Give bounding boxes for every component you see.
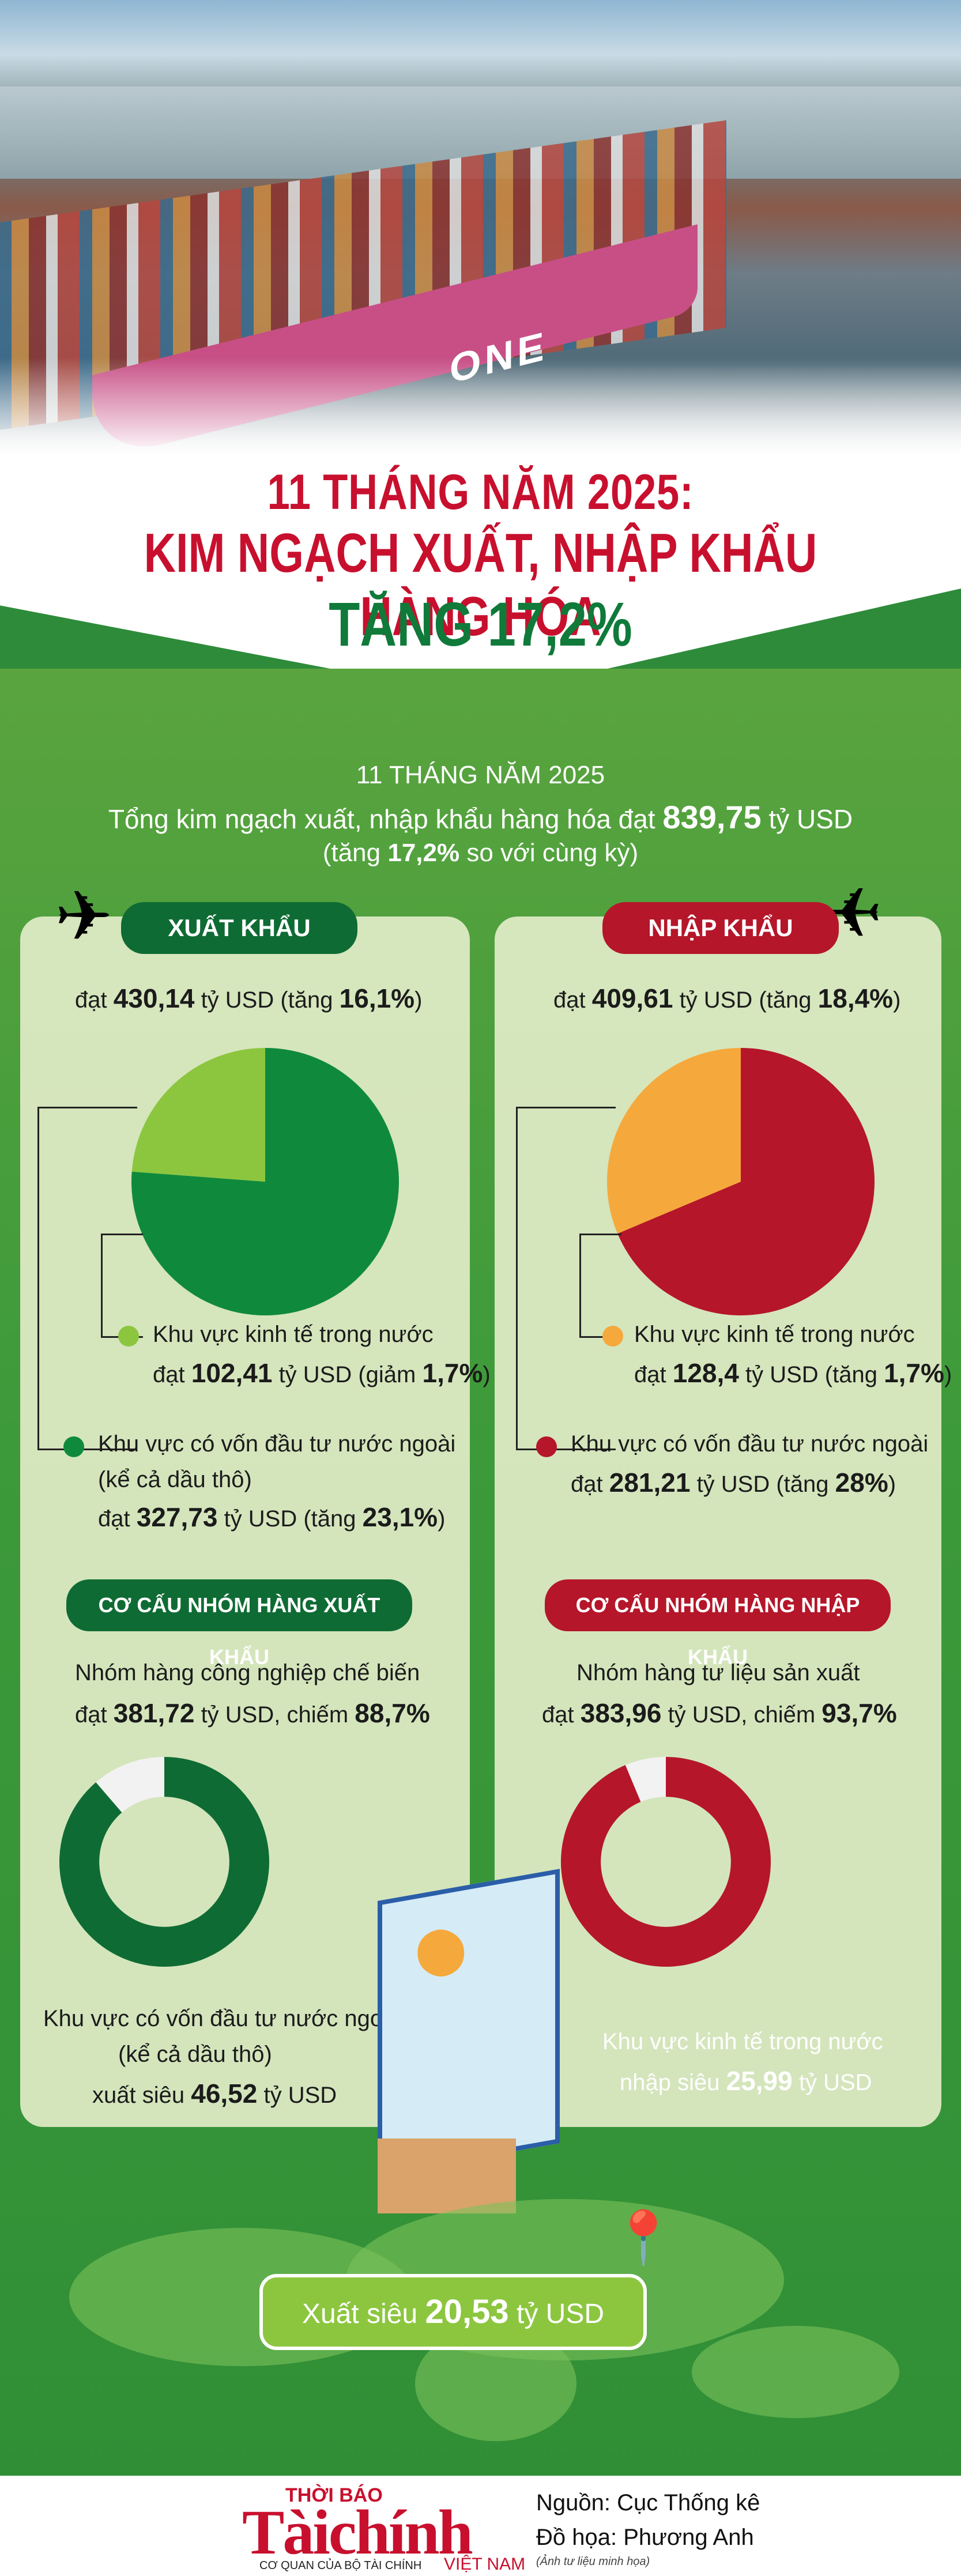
export-group-value: đạt 381,72 tỷ USD, chiếm 88,7% <box>75 1698 430 1728</box>
balance-unit: tỷ USD <box>516 2299 604 2329</box>
import-growth: 18,4% <box>817 983 894 1013</box>
export-amount: 430,14 <box>113 983 195 1013</box>
trade-balance-box: Xuất siêu 20,53 tỷ USD <box>259 2274 647 2350</box>
export-value: đạt 430,14 tỷ USD (tăng 16,1%) <box>75 983 423 1013</box>
summary-total: Tổng kim ngạch xuất, nhập khẩu hàng hóa … <box>0 798 961 836</box>
logo-country: VIỆT NAM <box>444 2555 526 2574</box>
export-fdi-label: Khu vực có vốn đầu tư nước ngoài <box>98 1431 456 1457</box>
import-donut-chart <box>561 1757 771 1967</box>
chart-slice-1 <box>131 1048 265 1182</box>
location-pin-icon: ⬤ <box>415 1923 467 1975</box>
summary-growth-value: 17,2% <box>387 839 460 867</box>
legend-dot-fdi <box>536 1436 557 1457</box>
title-line-2: KIM NGẠCH XUẤT, NHẬP KHẨU HÀNG HÓA <box>144 522 817 647</box>
balance-value: 20,53 <box>425 2293 509 2330</box>
export-fdi-value: đạt 327,73 tỷ USD (tăng 23,1%) <box>98 1502 446 1532</box>
import-fdi-label: Khu vực có vốn đầu tư nước ngoài <box>571 1431 929 1457</box>
import-value: đạt 409,61 tỷ USD (tăng 18,4%) <box>553 983 901 1013</box>
import-amount: 409,61 <box>591 983 673 1013</box>
export-group-label: Nhóm hàng công nghiệp chế biến <box>75 1660 420 1685</box>
summary-total-unit: tỷ USD <box>768 804 853 834</box>
export-domestic-value: đạt 102,41 tỷ USD (giảm 1,7%) <box>153 1358 491 1388</box>
import-structure-label: CƠ CẤU NHÓM HÀNG NHẬP KHẨU <box>545 1579 891 1669</box>
import-domestic-value: đạt 128,4 tỷ USD (tăng 1,7%) <box>634 1358 952 1388</box>
logo-top: THỜI BÁO <box>285 2484 383 2506</box>
import-domestic-label: Khu vực kinh tế trong nước <box>634 1322 915 1347</box>
location-pin-icon: 📍 <box>611 2209 676 2267</box>
chart-slice-1 <box>607 1048 741 1234</box>
export-donut-chart <box>59 1757 269 1967</box>
chart-slice-1 <box>625 1757 666 1802</box>
import-group-value: đạt 383,96 tỷ USD, chiếm 93,7% <box>542 1698 897 1728</box>
summary-growth: (tăng 17,2% so với cùng kỳ) <box>0 839 961 868</box>
balance-prefix: Xuất siêu <box>302 2299 418 2329</box>
hero-port-photo: ONE <box>0 0 961 455</box>
chart-slice-0 <box>59 1757 269 1967</box>
footer <box>0 2476 961 2576</box>
import-group-label: Nhóm hàng tư liệu sản xuất <box>576 1660 860 1685</box>
legend-dot-domestic <box>118 1326 139 1347</box>
connector-line <box>516 1107 616 1450</box>
airplane-icon: ✈ <box>55 878 113 955</box>
title-line-3: TĂNG 17,2% <box>329 589 632 659</box>
summary-period: 11 THÁNG NĂM 2025 <box>356 761 605 789</box>
export-domestic-label: Khu vực kinh tế trong nước <box>153 1322 434 1347</box>
connector-line <box>101 1234 143 1338</box>
chart-slice-1 <box>96 1757 164 1813</box>
import-fdi-value: đạt 281,21 tỷ USD (tăng 28%) <box>571 1468 896 1498</box>
import-pie-chart <box>607 1048 875 1315</box>
graphics-credit: Đồ họa: Phương Anh <box>536 2525 754 2550</box>
export-pie-chart <box>131 1048 399 1315</box>
summary-total-prefix: Tổng kim ngạch xuất, nhập khẩu hàng hóa … <box>108 804 655 834</box>
logo-sub: CƠ QUAN CỦA BỘ TÀI CHÍNH <box>259 2559 422 2572</box>
export-growth: 16,1% <box>339 983 415 1013</box>
export-surplus-value: xuất siêu 46,52 tỷ USD <box>92 2079 337 2109</box>
export-surplus-line1: Khu vực có vốn đầu tư nước ngoài <box>43 2006 401 2031</box>
export-fdi-note: (kể cả dầu thô) <box>98 1467 252 1492</box>
import-deficit-value: nhập siêu 25,99 tỷ USD <box>620 2066 872 2096</box>
summary-growth-suffix: so với cùng kỳ) <box>466 839 639 867</box>
title-line-1: 11 THÁNG NĂM 2025: <box>267 465 694 520</box>
summary-total-value: 839,75 <box>662 799 762 835</box>
import-label: NHẬP KHẨU <box>602 902 839 954</box>
source-credit: Nguồn: Cục Thống kê <box>536 2490 760 2515</box>
logo-main: Tàichính <box>242 2497 473 2567</box>
export-label: XUẤT KHẨU <box>121 902 357 954</box>
legend-dot-domestic <box>602 1326 623 1347</box>
export-surplus-line2: (kể cả dầu thô) <box>118 2042 272 2067</box>
photo-note: (Ảnh tư liệu minh họa) <box>536 2555 650 2568</box>
chart-slice-0 <box>617 1048 875 1315</box>
legend-dot-fdi <box>63 1436 84 1457</box>
summary-growth-prefix: (tăng <box>322 839 381 867</box>
hero-fade <box>0 357 961 455</box>
chart-slice-0 <box>561 1757 771 1967</box>
import-deficit-line1: Khu vực kinh tế trong nước <box>602 2029 883 2054</box>
boxes-illustration <box>378 2139 516 2213</box>
chart-slice-0 <box>131 1048 399 1315</box>
connector-line <box>579 1234 621 1338</box>
export-structure-label: CƠ CẤU NHÓM HÀNG XUẤT KHẨU <box>66 1579 412 1669</box>
connector-line <box>37 1107 137 1450</box>
